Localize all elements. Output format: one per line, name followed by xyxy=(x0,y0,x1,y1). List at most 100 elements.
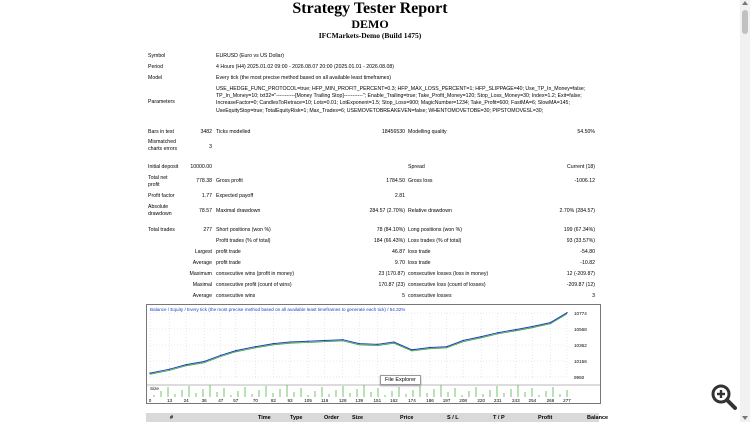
balance-point xyxy=(254,346,257,348)
parameters-label: Parameters xyxy=(148,99,175,105)
balance-point xyxy=(462,339,464,342)
net-profit-label-2: profit xyxy=(148,182,160,188)
report-company: IFCMarkets-Demo (Build 1475) xyxy=(318,31,422,40)
initial-deposit-label: Initial deposit xyxy=(148,164,179,170)
balance-point xyxy=(429,346,431,349)
table-header-cell[interactable]: T / P xyxy=(493,415,505,421)
short-positions-value: 78 (84.10%) xyxy=(376,227,405,233)
expected-payoff-label: Expected payoff xyxy=(216,193,254,199)
chart-grid xyxy=(147,312,600,386)
maximal-loss-label: consecutive loss (count of losses) xyxy=(408,282,486,288)
scrollbar-thumb[interactable] xyxy=(742,10,748,34)
symbol-value: EURUSD (Euro vs US Dollar) xyxy=(216,53,285,59)
long-positions-label: Long positions (won %) xyxy=(408,227,462,233)
avg-loss-label: loss trade xyxy=(408,260,431,266)
balance-point xyxy=(168,368,171,370)
abs-dd-label-1: Absolute xyxy=(148,204,169,210)
x-tick-label: 277 xyxy=(563,398,571,403)
table-header-cell[interactable]: Price xyxy=(400,415,414,421)
balance-point xyxy=(323,339,326,342)
x-tick-label: 266 xyxy=(547,398,555,403)
balance-chart-svg: Balance / Equity / Every tick (the most … xyxy=(147,307,600,403)
scroll-up-icon[interactable] xyxy=(742,1,748,5)
table-header-cell[interactable]: # xyxy=(170,415,174,421)
max-wins-value: 23 (170.87) xyxy=(378,271,405,277)
max-dd-value: 284.57 (2.70%) xyxy=(369,208,405,214)
x-tick-label: 220 xyxy=(477,398,485,403)
balance-point xyxy=(566,311,568,314)
balance-point xyxy=(445,346,448,348)
balance-point xyxy=(341,339,344,341)
balance-point xyxy=(289,341,291,343)
total-trades-label: Total trades xyxy=(148,227,175,233)
bars-value: 3482 xyxy=(200,129,212,135)
y-tick-label: 10156 xyxy=(574,359,587,364)
balance-point xyxy=(307,340,309,342)
balance-point xyxy=(272,342,275,345)
largest-profit-label: profit trade xyxy=(216,249,241,255)
x-tick-label: 13 xyxy=(167,398,173,403)
size-label: Size xyxy=(150,386,159,391)
balance-point xyxy=(203,360,205,363)
y-tick-label: 10568 xyxy=(574,327,587,332)
period-value: 4 Hours (H4) 2025.01.02 09:00 - 2026.08.… xyxy=(216,64,394,70)
quality-label: Modelling quality xyxy=(408,129,447,135)
balance-point xyxy=(149,372,151,374)
balance-point xyxy=(480,335,482,338)
avg-wins-value: 5 xyxy=(402,293,405,299)
parameters-value: USE_HEDGE_FUNC_PROTOCOL=true; HFP_MIN_PR… xyxy=(216,86,586,114)
quality-value: 54.50% xyxy=(577,129,595,135)
balance-point xyxy=(497,332,499,334)
profit-factor-value: 1.77 xyxy=(201,193,212,199)
max-losses-value: 12 (-209.87) xyxy=(566,271,595,277)
mismatched-label-1: Mismatched xyxy=(148,139,176,145)
table-header-cell[interactable]: S / L xyxy=(447,415,459,421)
maximal-label: Maximal xyxy=(192,282,212,288)
table-header-cell[interactable]: Profit xyxy=(538,415,553,421)
table-header-cell[interactable]: Size xyxy=(352,415,364,421)
table-header-cell[interactable]: Type xyxy=(290,415,303,421)
x-tick-label: 254 xyxy=(529,398,537,403)
x-tick-label: 128 xyxy=(339,398,347,403)
initial-deposit-value: 10000.00 xyxy=(190,164,212,170)
x-tick-label: 162 xyxy=(390,398,398,403)
bars-label: Bars in test xyxy=(148,129,174,135)
balance-point xyxy=(515,328,517,331)
avg-profit-value: 9.70 xyxy=(394,260,405,266)
x-tick-label: 70 xyxy=(253,398,259,403)
max-wins-label: consecutive wins (profit in money) xyxy=(216,271,295,277)
rel-dd-value: 2.70% (284.57) xyxy=(559,208,595,214)
y-tick-label: 10362 xyxy=(574,343,587,348)
x-tick-label: 243 xyxy=(512,398,520,403)
balance-point xyxy=(411,349,413,351)
maximum-label: Maximum xyxy=(189,271,212,277)
short-positions-label: Short positions (won %) xyxy=(216,227,271,233)
vertical-scrollbar[interactable] xyxy=(740,0,750,422)
trades-table-header xyxy=(146,413,599,422)
table-header-cell[interactable]: Order xyxy=(324,415,339,421)
profit-trades-label: Profit trades (% of total) xyxy=(216,238,271,244)
balance-point xyxy=(549,321,552,324)
ticks-label: Ticks modelled xyxy=(216,129,251,135)
spread-value: Current (18) xyxy=(567,164,595,170)
table-header-cell[interactable]: Time xyxy=(258,415,271,421)
maximal-profit-value: 170.87 (23) xyxy=(378,282,405,288)
scroll-down-icon[interactable] xyxy=(742,416,748,420)
x-tick-label: 24 xyxy=(184,398,190,403)
equity-line xyxy=(149,313,568,375)
profit-trades-value: 184 (66.43%) xyxy=(373,238,405,244)
table-header-cell[interactable]: Balance xyxy=(587,415,609,421)
average2-label: Average xyxy=(192,293,212,299)
balance-point xyxy=(531,325,534,328)
chart-lines xyxy=(149,311,568,375)
x-tick-label: 186 xyxy=(426,398,434,403)
x-tick-label: 0 xyxy=(149,398,152,403)
balance-point xyxy=(376,343,379,346)
x-tick-label: 57 xyxy=(233,398,239,403)
zoom-in-icon[interactable] xyxy=(708,381,738,411)
long-positions-value: 199 (67.34%) xyxy=(563,227,595,233)
abs-dd-value: 78.57 xyxy=(199,208,212,214)
avg-losses-label: consecutive losses xyxy=(408,293,452,299)
x-tick-label: 47 xyxy=(218,398,224,403)
balance-line xyxy=(149,312,568,374)
